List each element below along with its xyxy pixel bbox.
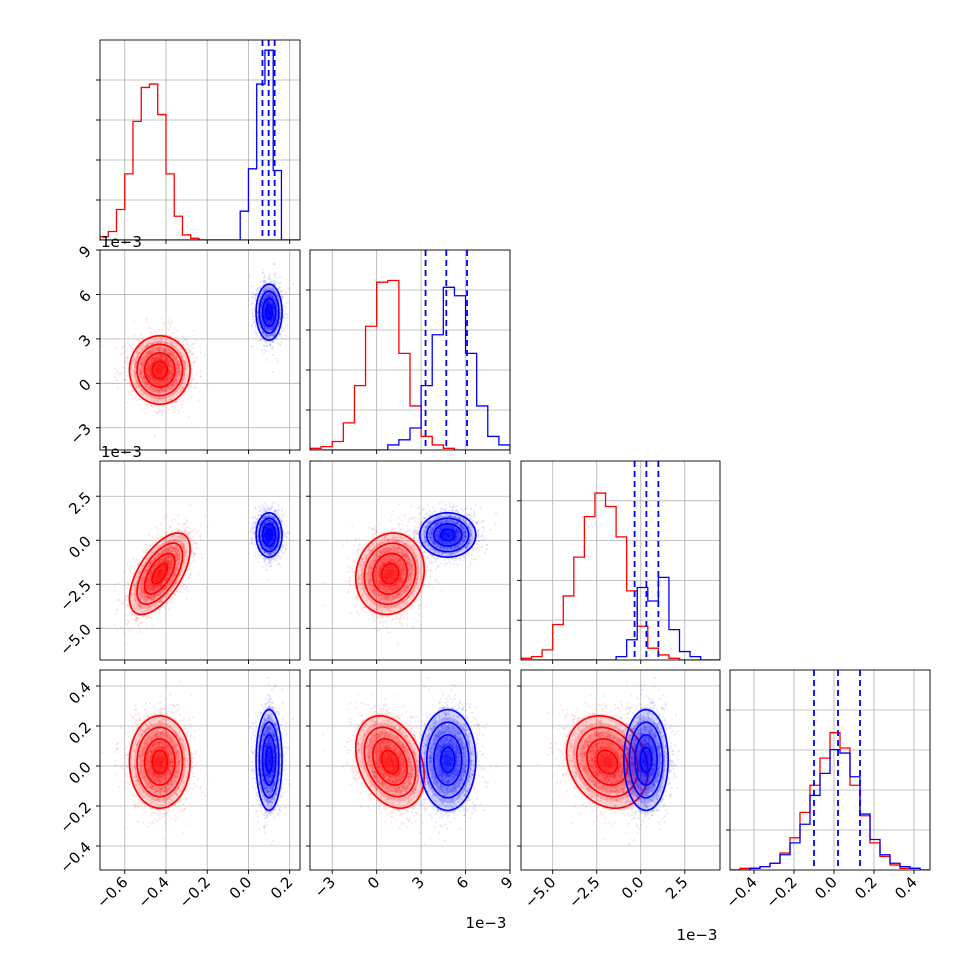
histogram-step-blue bbox=[521, 576, 720, 660]
x-tick-label: 0.4 bbox=[891, 873, 921, 903]
x-tick-label: −0.4 bbox=[722, 873, 760, 911]
y-tick-label: 0.2 bbox=[65, 718, 95, 748]
scatter-panel-4-3 bbox=[520, 669, 721, 871]
y-tick-label: 6 bbox=[75, 287, 94, 306]
x-tick-label: −0.2 bbox=[176, 873, 214, 911]
histogram-step-red bbox=[521, 492, 720, 660]
contours-blue bbox=[255, 283, 283, 342]
contours-blue bbox=[418, 511, 477, 558]
x-tick-label: −5.0 bbox=[521, 873, 559, 911]
contours-blue bbox=[255, 708, 283, 812]
scatter-panel-4-1 bbox=[99, 669, 301, 871]
histogram-step-red bbox=[310, 279, 510, 450]
y-tick-label: 0.0 bbox=[65, 532, 95, 562]
y-tick-label: 2.5 bbox=[65, 488, 95, 518]
histogram-step-red bbox=[100, 83, 300, 240]
x-tick-label: 0.2 bbox=[267, 873, 297, 903]
x-tick-label: −2.5 bbox=[565, 873, 603, 911]
x-tick-label: 9 bbox=[497, 873, 516, 892]
contours-red bbox=[128, 334, 191, 406]
x-tick-label: −3 bbox=[311, 873, 339, 901]
panel-frame bbox=[309, 669, 511, 871]
panel-frame bbox=[309, 460, 511, 661]
y-offset-label: 1e−3 bbox=[101, 233, 142, 251]
y-tick-label: −3 bbox=[66, 420, 94, 448]
x-tick-label: 0.0 bbox=[226, 873, 256, 903]
grid-lines bbox=[310, 250, 511, 450]
x-offset-label: 1e−3 bbox=[466, 914, 507, 932]
histogram-panel-4 bbox=[726, 669, 931, 871]
y-tick-label: −5.0 bbox=[56, 620, 94, 658]
histogram-panel-2 bbox=[306, 249, 511, 451]
x-tick-label: 6 bbox=[453, 873, 472, 892]
y-tick-label: 0.4 bbox=[65, 678, 95, 708]
contours-red bbox=[354, 714, 426, 810]
histogram-panel-1 bbox=[96, 39, 301, 241]
panel-frame bbox=[520, 460, 721, 661]
scatter-panel-4-2 bbox=[309, 669, 511, 871]
histogram-step-blue bbox=[310, 286, 510, 450]
scatter-points-blue bbox=[386, 676, 498, 846]
y-tick-label: −2.5 bbox=[56, 576, 94, 614]
x-tick-label: 0.0 bbox=[811, 873, 841, 903]
scatter-points-red bbox=[101, 681, 209, 840]
y-tick-label: −0.4 bbox=[56, 838, 94, 876]
x-tick-label: −0.2 bbox=[762, 873, 800, 911]
panel-frame bbox=[99, 249, 301, 451]
x-tick-label: 0.2 bbox=[851, 873, 881, 903]
scatter-panel-3-2 bbox=[309, 460, 511, 661]
x-offset-label: 1e−3 bbox=[677, 926, 718, 944]
density-fill-red bbox=[354, 713, 426, 811]
y-tick-label: 3 bbox=[75, 331, 94, 350]
x-tick-label: 3 bbox=[408, 873, 427, 892]
panel-frame bbox=[99, 460, 301, 661]
scatter-points-red bbox=[536, 681, 678, 840]
y-tick-label: 9 bbox=[75, 242, 94, 261]
panel-frame bbox=[99, 39, 301, 241]
contours-blue bbox=[418, 708, 477, 812]
contours-red bbox=[128, 714, 191, 810]
grid-lines bbox=[521, 670, 720, 870]
histogram-step-blue bbox=[100, 49, 300, 240]
x-tick-label: −0.4 bbox=[134, 873, 172, 911]
x-tick-label: 2.5 bbox=[662, 873, 692, 903]
grid-lines bbox=[100, 461, 300, 660]
histogram-panel-3 bbox=[517, 460, 721, 661]
grid-lines bbox=[521, 461, 720, 660]
scatter-panel-3-1 bbox=[99, 460, 301, 661]
x-tick-label: −0.6 bbox=[93, 873, 131, 911]
scatter-points-red bbox=[322, 681, 443, 840]
contours-red bbox=[354, 532, 426, 616]
contours-blue bbox=[623, 708, 670, 812]
x-tick-label: 0.0 bbox=[618, 873, 648, 903]
scatter-panel-2-1 bbox=[99, 249, 301, 451]
y-tick-label: 0.0 bbox=[65, 758, 95, 788]
grid-lines bbox=[100, 249, 300, 450]
panel-frame bbox=[99, 669, 301, 871]
contours-red bbox=[128, 532, 191, 616]
panel-frame bbox=[520, 669, 721, 871]
y-tick-label: −0.2 bbox=[56, 798, 94, 836]
panel-frame bbox=[309, 249, 511, 451]
x-tick-label: 0 bbox=[364, 873, 383, 892]
panel-frame bbox=[729, 669, 931, 871]
density-fill-red bbox=[564, 713, 650, 811]
contours-blue bbox=[255, 511, 283, 558]
histogram-step-blue bbox=[730, 749, 930, 870]
y-tick-label: 0 bbox=[75, 375, 94, 394]
grid-lines bbox=[100, 40, 300, 240]
y-offset-label: 1e−3 bbox=[101, 443, 142, 461]
density-fill-red bbox=[128, 531, 192, 617]
